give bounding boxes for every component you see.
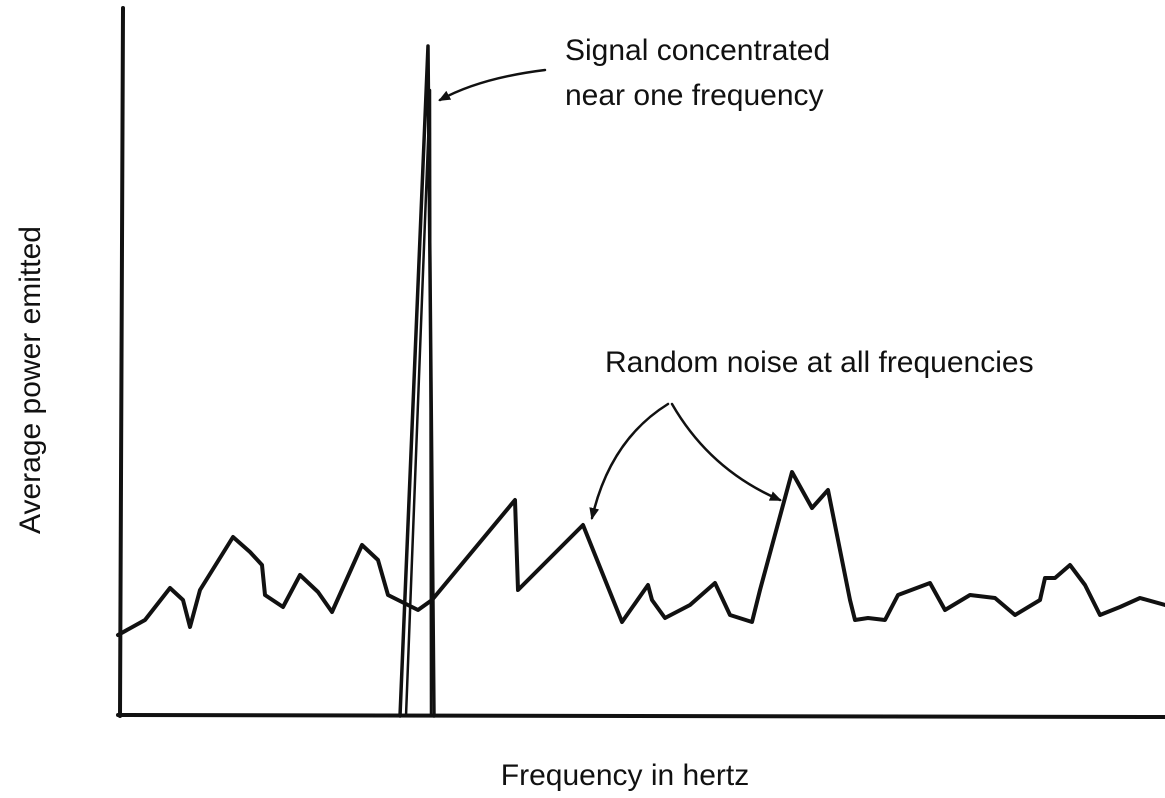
y-axis: [118, 6, 125, 718]
noise-arrow-left: [589, 402, 670, 520]
signal-label: near one frequency: [565, 79, 824, 112]
noise-curve: [116, 470, 1165, 637]
x-axis-label: Frequency in hertz: [501, 759, 749, 792]
signal-spike-inner: [404, 88, 433, 718]
noise-arrow-right: [670, 402, 782, 502]
x-axis: [116, 713, 1165, 719]
noise-label: Random noise at all frequencies: [605, 346, 1034, 379]
signal-arrow: [438, 68, 547, 102]
signal-label: Signal concentrated: [565, 34, 830, 67]
signal-spike: [398, 44, 436, 718]
y-axis-label: Average power emitted: [14, 226, 47, 534]
